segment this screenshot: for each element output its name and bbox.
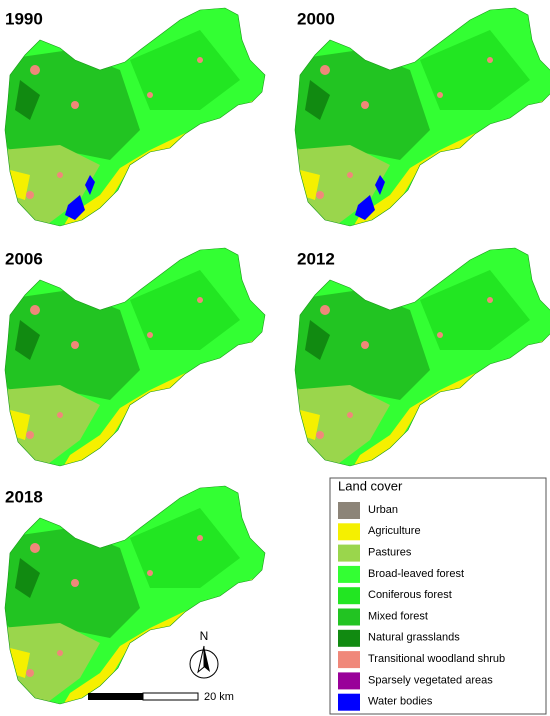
legend-items: Urban Agriculture Pastures Broad-leaved for… [338, 502, 505, 711]
legend-label: Agriculture [368, 525, 421, 537]
panel-title: 1990 [5, 9, 43, 28]
legend-swatch [338, 651, 360, 669]
map-panel: 1990 [4, 7, 266, 227]
legend-label: Transitional woodland shrub [368, 653, 505, 665]
legend-swatch [338, 693, 360, 711]
legend-label: Water bodies [368, 696, 433, 708]
panel-title: 2012 [297, 249, 335, 268]
legend-label: Pastures [368, 547, 412, 559]
legend-label: Broad-leaved forest [368, 568, 464, 580]
map-panel: 2006 [4, 247, 266, 467]
legend-label: Natural grasslands [368, 632, 460, 644]
legend-swatch [338, 672, 360, 690]
legend-swatch [338, 544, 360, 562]
legend-swatch [338, 608, 360, 626]
land-cover-map [5, 486, 265, 704]
legend-title: Land cover [338, 478, 403, 493]
panel-title: 2018 [5, 487, 43, 506]
map-panel: 2018 [4, 485, 266, 705]
legend-label: Sparsely vegetated areas [368, 674, 493, 686]
legend-swatch [338, 587, 360, 605]
land-cover-map [5, 8, 265, 226]
legend-swatch [338, 523, 360, 541]
legend-box [329, 477, 547, 715]
land-cover-map [5, 248, 265, 466]
land-cover-fill [5, 8, 265, 226]
legend-label: Coniferous forest [368, 589, 452, 601]
legend-swatch [338, 565, 360, 583]
legend-swatch [338, 502, 360, 519]
legend-label: Mixed forest [368, 610, 428, 622]
map-panel: 2000 [294, 7, 550, 227]
scale-label: 20 km [204, 691, 234, 703]
legend-swatch [338, 629, 360, 647]
legend-label: Urban [368, 504, 398, 516]
land-cover-fill [5, 486, 265, 704]
land-cover-fill [5, 248, 265, 466]
panel-title: 2006 [5, 249, 43, 268]
panel-title: 2000 [297, 9, 335, 28]
scale-bar: 20 km [88, 691, 234, 703]
map-panel: 2012 [294, 247, 550, 467]
north-label: N [200, 629, 209, 643]
north-arrow: N [189, 629, 219, 679]
